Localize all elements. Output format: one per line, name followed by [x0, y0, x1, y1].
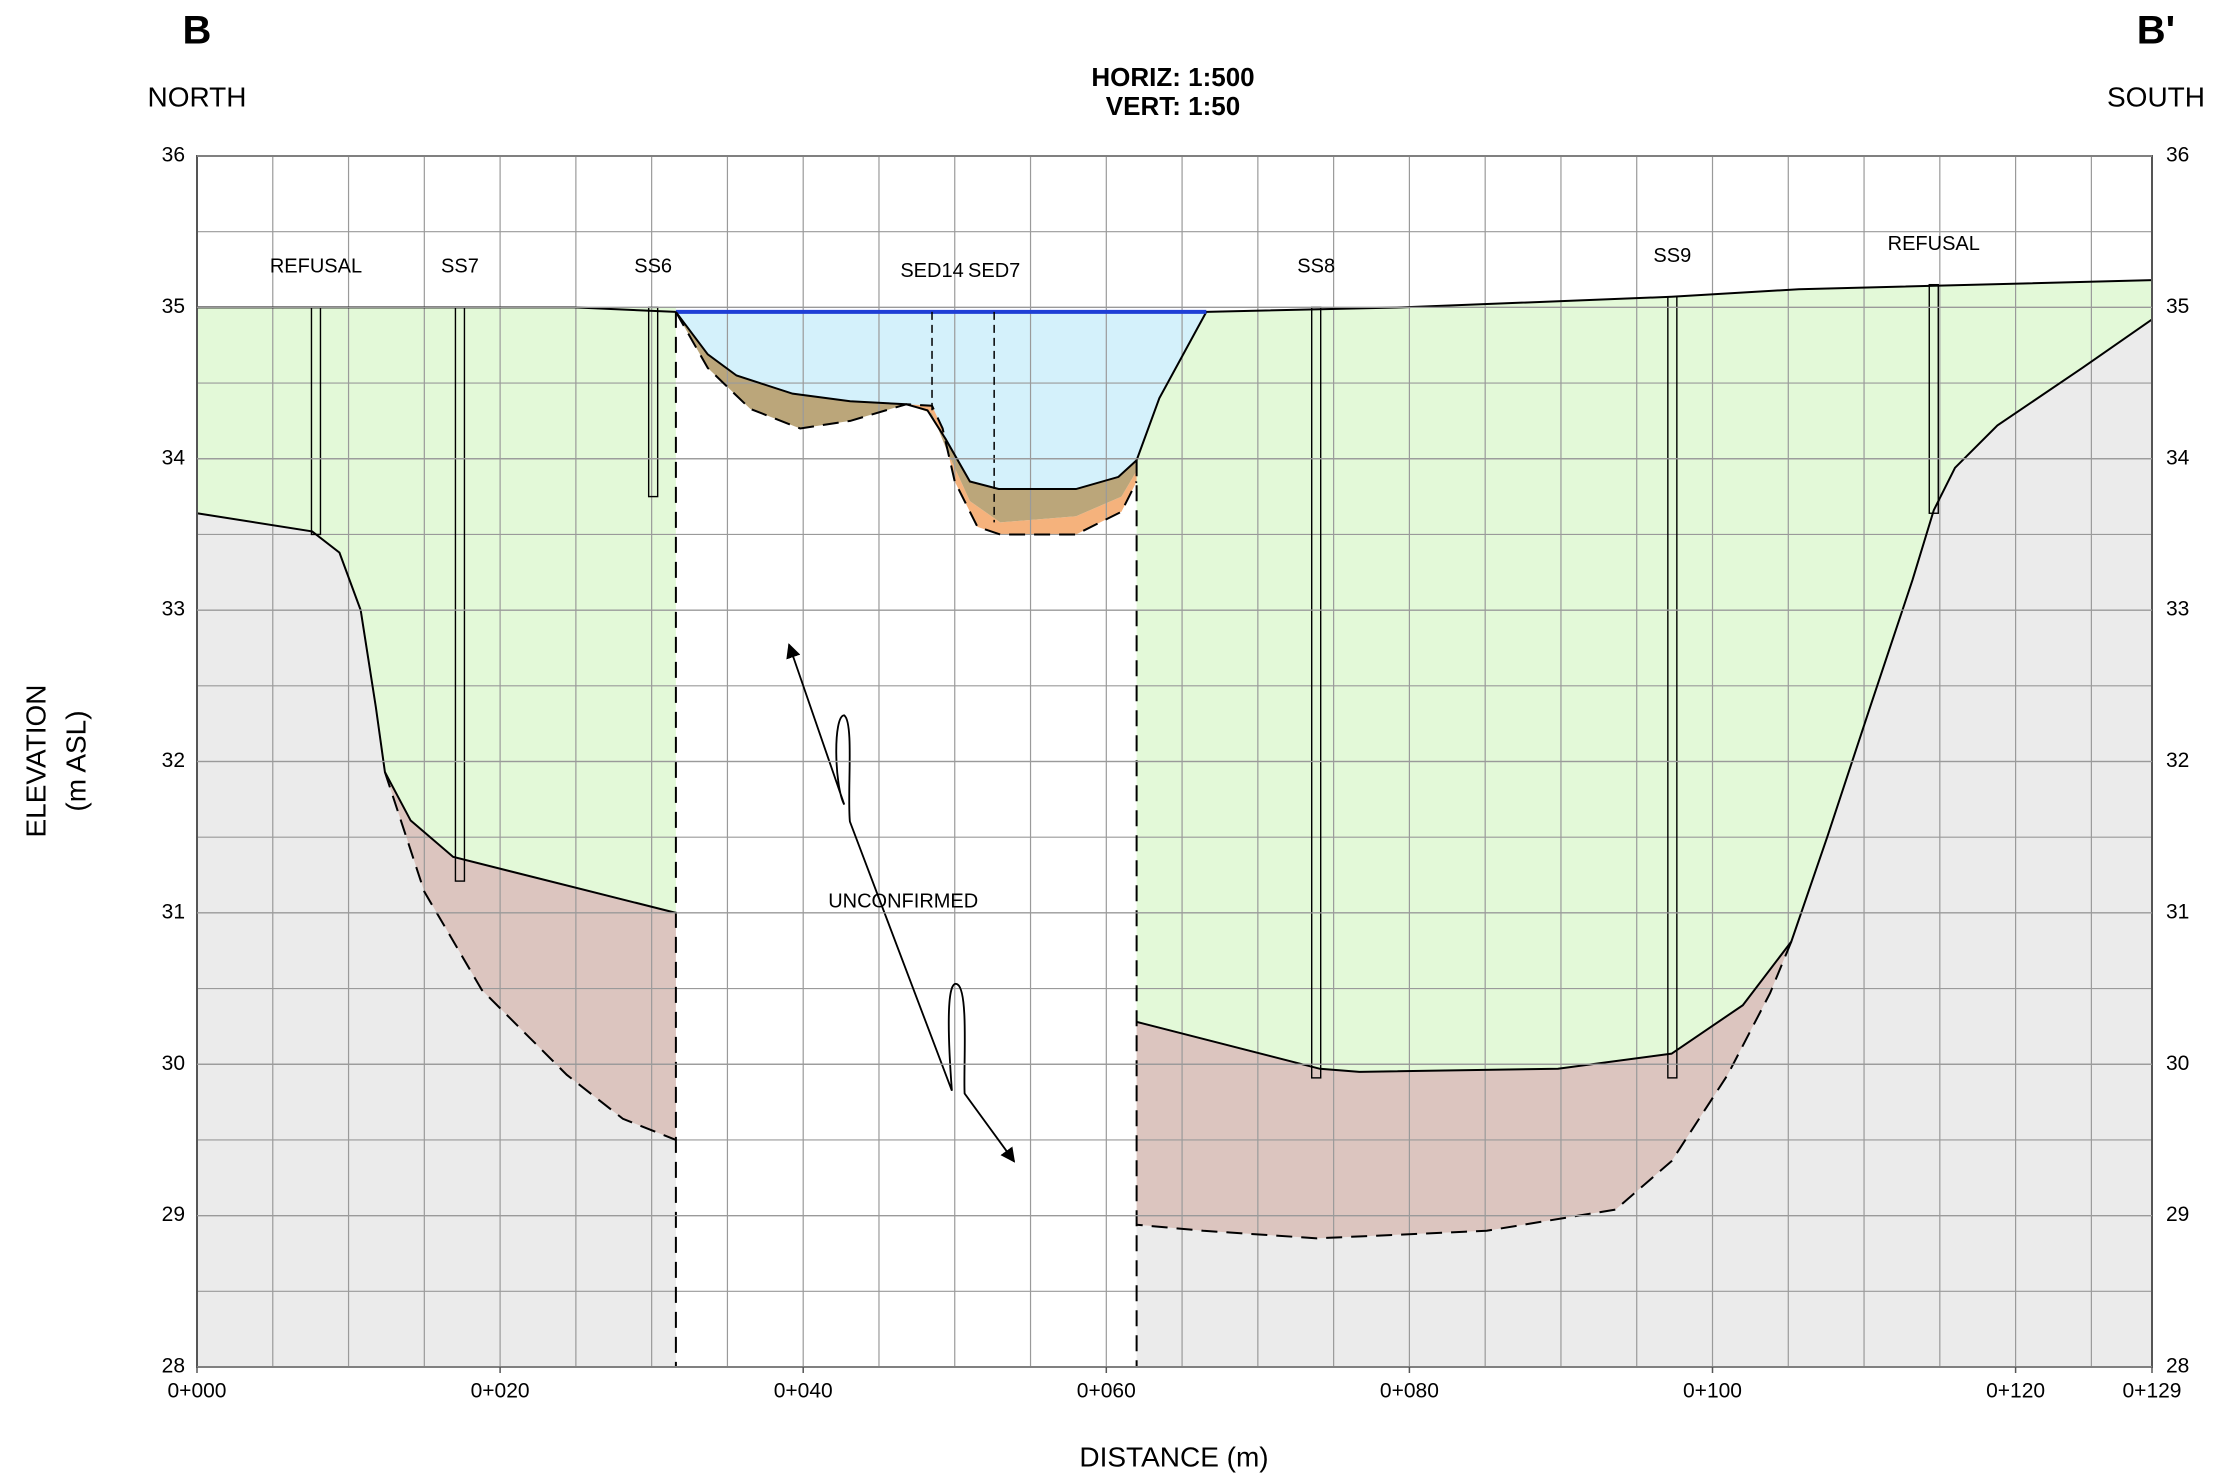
- borehole-label: SED14: [900, 260, 963, 282]
- boundary-line: [383, 771, 677, 1141]
- soil-layer: [197, 513, 676, 1367]
- x-tick-label: 0+120: [1986, 1380, 2045, 1403]
- soil-layer: [675, 311, 1137, 523]
- borehole: [1667, 296, 1678, 1079]
- borehole-label: REFUSAL: [1888, 233, 1980, 255]
- borehole-label: SS9: [1653, 245, 1691, 267]
- soil-layer: [1136, 280, 2152, 1072]
- boundary-line: [1136, 941, 1793, 1240]
- borehole-label: REFUSAL: [270, 256, 362, 278]
- soil-layer: [1136, 319, 2152, 1367]
- boreholes: REFUSAL SS7 SS6 SED14 SED7 SS8 SS9 REFUSAL: [270, 233, 1980, 1079]
- boundary-line: [675, 311, 1138, 536]
- boundary-line: [675, 311, 1138, 491]
- borehole: [1928, 283, 1939, 514]
- x-tick-label: 0+060: [1077, 1380, 1136, 1403]
- annotation: UNCONFIRMED: [828, 891, 978, 913]
- y-tick-label: 34: [2166, 446, 2190, 469]
- y-tick-label: 29: [2166, 1203, 2189, 1226]
- section-start-label: B: [183, 9, 212, 53]
- y-tick-label: 35: [162, 295, 185, 318]
- soil-layer: [1136, 941, 1792, 1239]
- y-axis-label: (m ASL): [60, 710, 91, 811]
- x-tick-label: 0+129: [2123, 1380, 2182, 1403]
- unconfirmed-arrow: [786, 643, 1016, 1163]
- direction-label: SOUTH: [2107, 81, 2205, 112]
- y-tick-label: 32: [2166, 749, 2189, 772]
- y-tick-label: 36: [162, 144, 185, 167]
- x-axis-label: DISTANCE (m): [1079, 1441, 1268, 1472]
- y-tick-label: 30: [162, 1052, 185, 1075]
- y-tick-label: 31: [162, 900, 185, 923]
- x-tick-label: 0+040: [774, 1380, 833, 1403]
- y-tick-label: 28: [162, 1355, 185, 1378]
- borehole-label: SS7: [441, 256, 479, 278]
- borehole-label: SS6: [634, 256, 672, 278]
- y-tick-label: 33: [162, 598, 185, 621]
- borehole-label: SS8: [1297, 256, 1335, 278]
- y-tick-label: 36: [2166, 144, 2189, 167]
- boundary-line: [1136, 318, 2153, 1073]
- y-tick-label: 32: [162, 749, 185, 772]
- x-tick-label: 0+020: [471, 1380, 530, 1403]
- soil-layer: [384, 772, 676, 1140]
- y-tick-label: 28: [2166, 1355, 2189, 1378]
- y-tick-label: 33: [2166, 598, 2189, 621]
- x-tick-label: 0+000: [168, 1380, 227, 1403]
- section-end-label: B': [2137, 9, 2175, 53]
- y-tick-label: 29: [162, 1203, 185, 1226]
- borehole-label: SED7: [968, 260, 1020, 282]
- layers: [197, 280, 2152, 1367]
- x-tick-label: 0+080: [1380, 1380, 1439, 1403]
- y-tick-label: 34: [162, 446, 186, 469]
- boundary-line: [196, 512, 677, 914]
- x-tick-label: 0+100: [1683, 1380, 1742, 1403]
- y-tick-label: 35: [2166, 295, 2189, 318]
- y-tick-label: 31: [2166, 900, 2189, 923]
- direction-label: NORTH: [147, 81, 246, 112]
- soil-layer: [675, 311, 1207, 490]
- vertical-scale: VERT: 1:50: [1106, 91, 1240, 121]
- horizontal-scale: HORIZ: 1:500: [1091, 62, 1254, 92]
- y-axis-label: ELEVATION: [20, 684, 51, 837]
- y-tick-label: 30: [2166, 1052, 2189, 1075]
